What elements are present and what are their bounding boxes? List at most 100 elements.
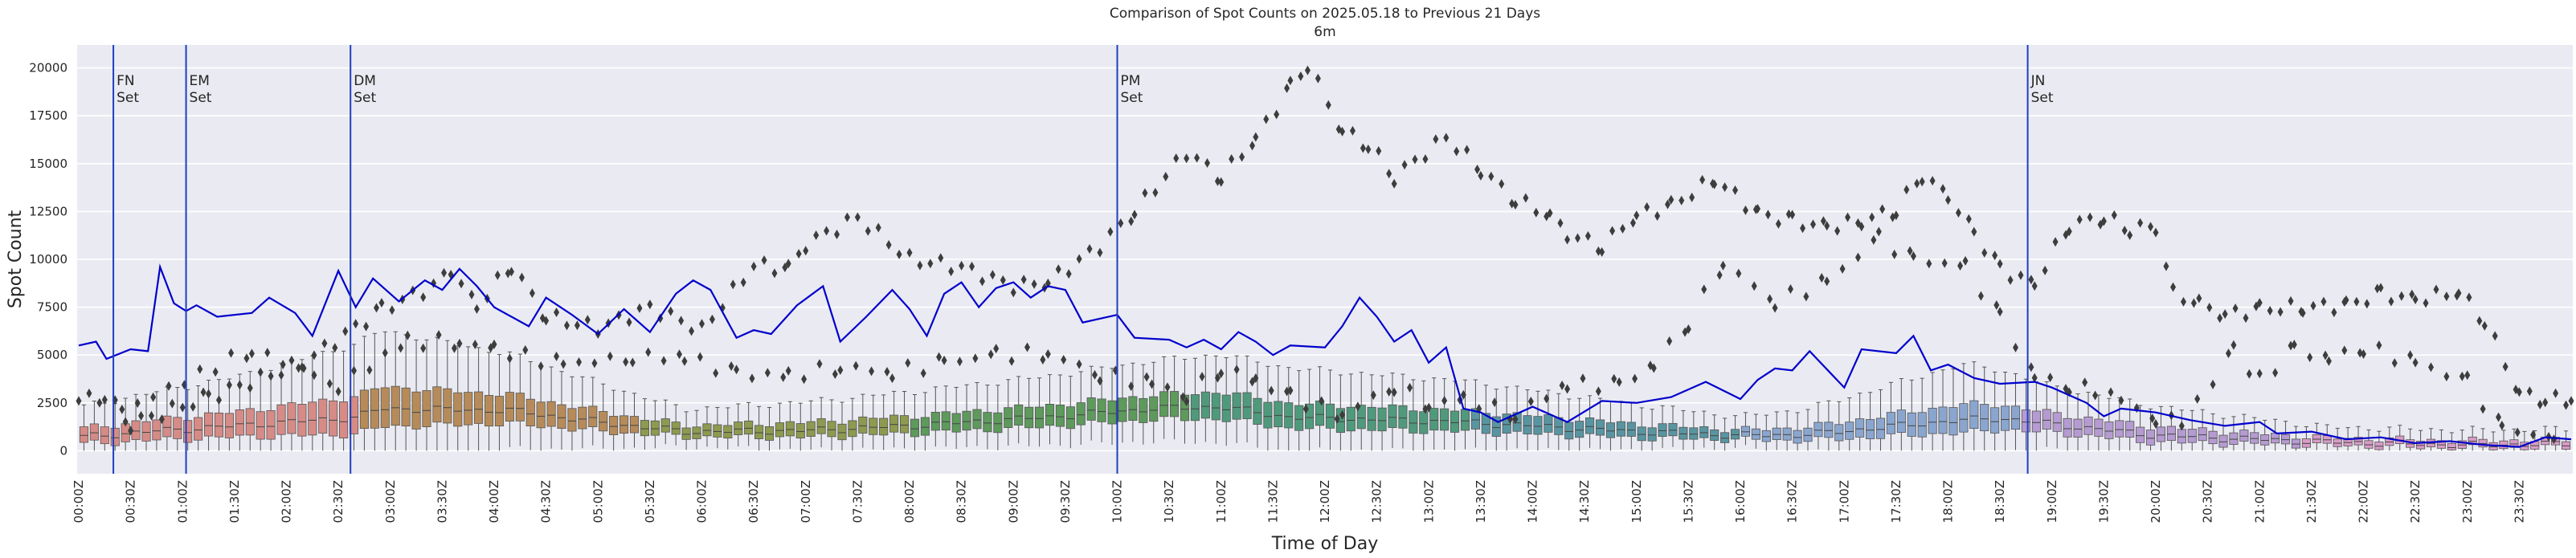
outlier-point <box>2481 320 2488 331</box>
y-tick-label: 20000 <box>29 61 67 75</box>
outlier-point <box>2480 404 2486 414</box>
outlier-point <box>509 267 515 277</box>
box <box>1055 405 1065 427</box>
outlier-point <box>398 343 404 353</box>
outlier-point <box>889 373 895 384</box>
outlier-point <box>563 320 570 331</box>
outlier-point <box>1611 373 1617 384</box>
outlier-point <box>518 272 525 283</box>
box <box>141 421 151 442</box>
box <box>2042 409 2051 430</box>
box <box>2104 422 2114 439</box>
outlier-point <box>1128 216 1135 226</box>
outlier-point <box>2443 291 2450 302</box>
outlier-point <box>2028 362 2034 373</box>
outlier-point <box>948 267 955 277</box>
outlier-point <box>2031 373 2038 383</box>
outlier-point <box>1981 247 1988 258</box>
outlier-point <box>681 356 688 366</box>
outlier-point <box>813 230 820 240</box>
box <box>2145 430 2156 446</box>
outlier-point <box>1824 276 1830 287</box>
outlier-point <box>134 398 141 409</box>
box <box>1980 404 1989 432</box>
box <box>1460 409 1470 431</box>
box <box>266 410 276 440</box>
outlier-point <box>1302 404 1309 414</box>
outlier-point <box>190 401 196 412</box>
box <box>318 398 328 434</box>
outlier-point <box>1992 250 1998 261</box>
outlier-point <box>854 212 861 222</box>
outlier-point <box>1509 198 1515 209</box>
outlier-point <box>832 369 838 379</box>
box <box>1959 403 1969 433</box>
box <box>837 423 847 441</box>
box <box>329 400 338 437</box>
outlier-point <box>1460 389 1466 400</box>
set-label-suffix: Set <box>2031 90 2054 106</box>
box <box>1481 413 1490 434</box>
outlier-point <box>803 246 809 256</box>
box <box>1294 405 1304 431</box>
outlier-point <box>2459 371 2465 381</box>
box <box>764 426 775 441</box>
outlier-point <box>1945 195 1951 206</box>
outlier-point <box>1824 221 1830 231</box>
outlier-point <box>1997 307 2003 317</box>
outlier-point <box>1253 132 1259 142</box>
box <box>557 404 566 429</box>
outlier-point <box>2307 352 2313 363</box>
outlier-point <box>2180 296 2186 307</box>
outlier-point <box>2196 293 2202 303</box>
outlier-point <box>138 410 145 421</box>
box <box>2291 438 2301 449</box>
outlier-point <box>366 365 373 375</box>
y-tick-label: 7500 <box>37 300 67 315</box>
box <box>795 423 805 439</box>
outlier-point <box>420 292 427 303</box>
outlier-point <box>1474 164 1481 174</box>
box <box>1024 406 1034 429</box>
box <box>183 420 193 443</box>
outlier-point <box>1732 185 1739 195</box>
outlier-point <box>1644 202 1650 212</box>
outlier-point <box>584 315 591 325</box>
outlier-point <box>1993 299 2000 310</box>
outlier-point <box>2374 283 2381 294</box>
outlier-point <box>1376 145 1382 156</box>
box <box>1419 411 1429 434</box>
outlier-point <box>728 360 734 371</box>
box <box>1917 412 1927 438</box>
box <box>619 415 629 434</box>
box <box>1491 416 1501 437</box>
outlier-point <box>2464 370 2471 381</box>
box <box>775 422 785 438</box>
x-tick-label: 22:00Z <box>2357 480 2371 523</box>
outlier-point <box>1977 291 1984 301</box>
outlier-point <box>96 397 103 408</box>
outlier-point <box>1965 214 1972 224</box>
outlier-point <box>311 350 317 360</box>
set-label-name: EM <box>190 73 210 89</box>
box <box>1118 397 1127 422</box>
outlier-point <box>2042 265 2048 275</box>
x-tick-label: 18:00Z <box>1941 480 1956 523</box>
outlier-point <box>993 344 1000 354</box>
box <box>2208 430 2218 445</box>
box <box>2136 426 2145 443</box>
outlier-point <box>2243 313 2249 324</box>
outlier-point <box>2217 313 2223 324</box>
outlier-point <box>1903 185 1910 195</box>
outlier-point <box>865 226 871 236</box>
outlier-point <box>1879 204 1886 214</box>
outlier-point <box>2455 288 2462 299</box>
box <box>2218 434 2228 448</box>
outlier-point <box>1616 377 1622 387</box>
outlier-point <box>1391 178 1397 189</box>
outlier-point <box>554 308 560 318</box>
outlier-point <box>1858 222 1865 232</box>
x-tick-label: 20:00Z <box>2149 480 2163 523</box>
outlier-point <box>795 249 802 259</box>
box <box>1450 410 1460 433</box>
